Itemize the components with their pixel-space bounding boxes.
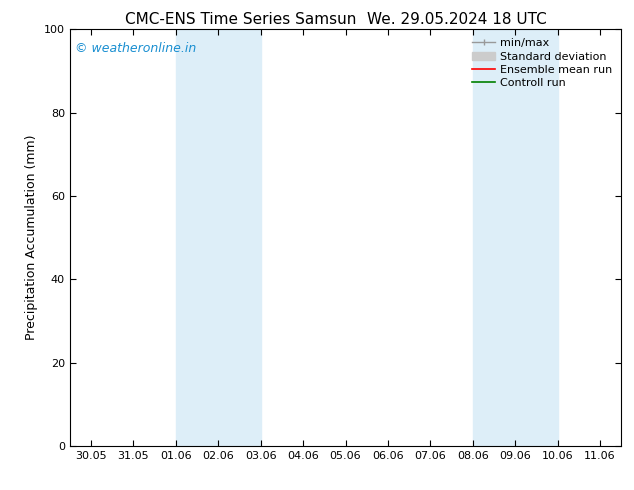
Y-axis label: Precipitation Accumulation (mm): Precipitation Accumulation (mm) xyxy=(25,135,38,341)
Bar xyxy=(473,29,558,446)
Text: We. 29.05.2024 18 UTC: We. 29.05.2024 18 UTC xyxy=(366,12,547,27)
Text: CMC-ENS Time Series Samsun: CMC-ENS Time Series Samsun xyxy=(126,12,356,27)
Bar xyxy=(176,29,261,446)
Text: © weatheronline.in: © weatheronline.in xyxy=(75,42,197,55)
Legend: min/max, Standard deviation, Ensemble mean run, Controll run: min/max, Standard deviation, Ensemble me… xyxy=(469,35,616,92)
